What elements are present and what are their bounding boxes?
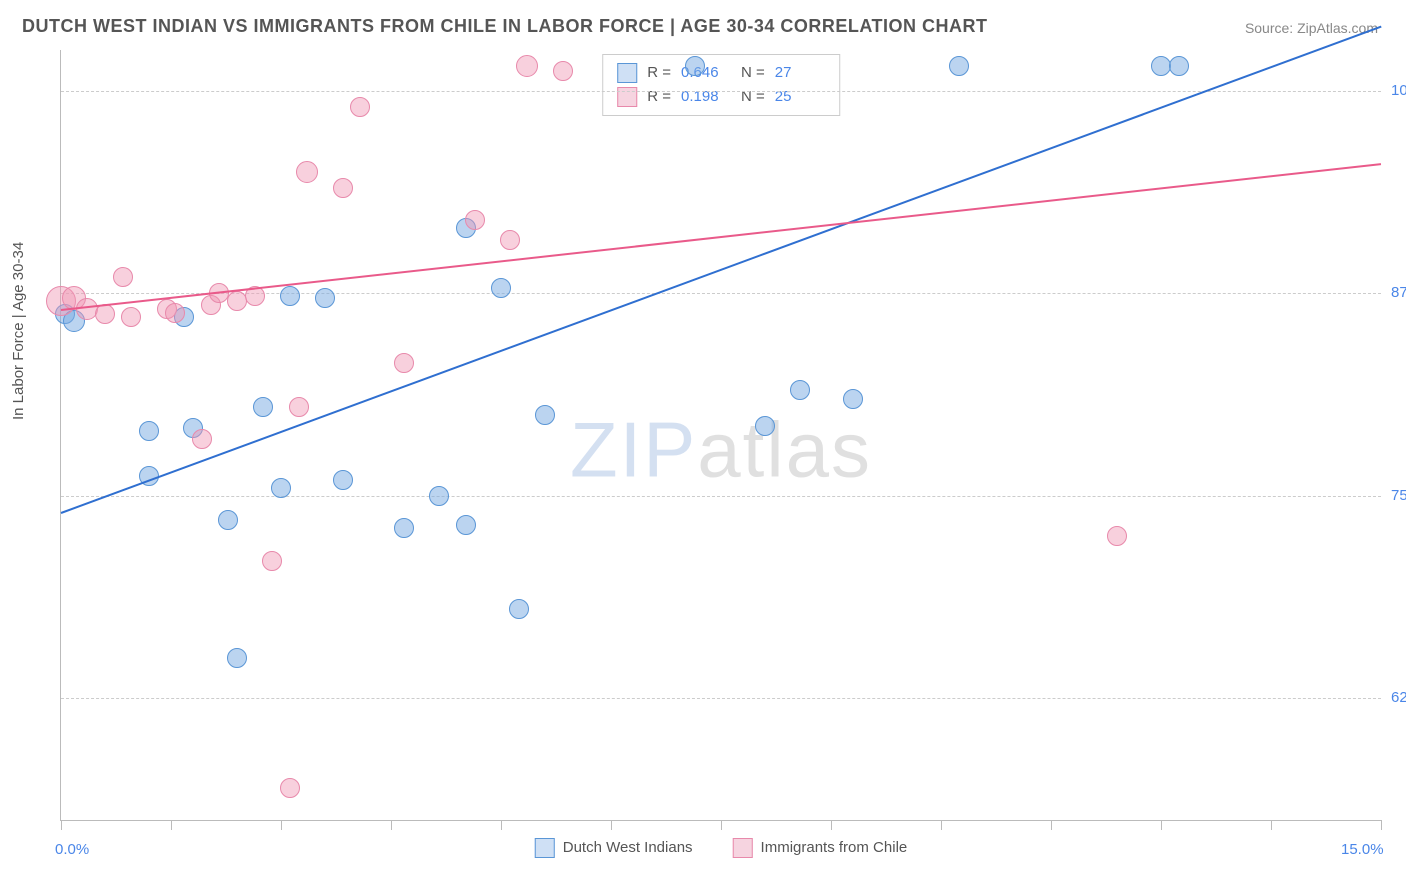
x-tick <box>611 820 612 830</box>
x-tick-label: 0.0% <box>55 841 89 858</box>
scatter-point <box>509 599 529 619</box>
scatter-point <box>949 56 969 76</box>
scatter-point <box>553 61 573 81</box>
scatter-point <box>755 416 775 436</box>
legend-swatch-icon <box>733 838 753 858</box>
x-tick <box>721 820 722 830</box>
legend-stats: R = 0.646 N = 27 R = 0.198 N = 25 <box>602 54 840 116</box>
scatter-point <box>121 307 141 327</box>
gridline <box>61 91 1381 92</box>
x-tick <box>1381 820 1382 830</box>
scatter-point <box>843 389 863 409</box>
scatter-point <box>394 518 414 538</box>
y-tick-label: 87.5% <box>1391 284 1406 301</box>
legend-series-label: Dutch West Indians <box>563 839 693 856</box>
legend-stats-row-1: R = 0.198 N = 25 <box>617 85 825 109</box>
gridline <box>61 496 1381 497</box>
scatter-point <box>1169 56 1189 76</box>
scatter-point <box>192 429 212 449</box>
scatter-point <box>315 288 335 308</box>
x-tick <box>1161 820 1162 830</box>
scatter-point <box>429 486 449 506</box>
legend-series: Dutch West Indians Immigrants from Chile <box>535 838 908 858</box>
y-tick-label: 62.5% <box>1391 689 1406 706</box>
scatter-point <box>95 304 115 324</box>
x-tick <box>941 820 942 830</box>
plot-area: ZIPatlas R = 0.646 N = 27 R = 0.198 N = … <box>60 50 1381 821</box>
scatter-point <box>165 303 185 323</box>
scatter-point <box>253 397 273 417</box>
scatter-point <box>1107 526 1127 546</box>
legend-series-label: Immigrants from Chile <box>761 839 908 856</box>
scatter-point <box>465 210 485 230</box>
scatter-point <box>296 161 318 183</box>
scatter-point <box>262 551 282 571</box>
scatter-point <box>218 510 238 530</box>
scatter-point <box>685 56 705 76</box>
watermark: ZIPatlas <box>570 405 872 496</box>
scatter-point <box>280 286 300 306</box>
chart-title: DUTCH WEST INDIAN VS IMMIGRANTS FROM CHI… <box>22 16 988 37</box>
legend-r-value: 0.198 <box>681 85 731 109</box>
scatter-point <box>227 648 247 668</box>
scatter-point <box>491 278 511 298</box>
legend-series-item-1: Immigrants from Chile <box>733 838 908 858</box>
scatter-point <box>271 478 291 498</box>
scatter-point <box>139 421 159 441</box>
x-tick-label: 15.0% <box>1341 841 1384 858</box>
x-tick <box>171 820 172 830</box>
legend-n-value: 25 <box>775 85 825 109</box>
watermark-prefix: ZIP <box>570 406 697 494</box>
legend-stats-row-0: R = 0.646 N = 27 <box>617 61 825 85</box>
legend-series-item-0: Dutch West Indians <box>535 838 693 858</box>
scatter-point <box>394 353 414 373</box>
scatter-point <box>350 97 370 117</box>
scatter-point <box>790 380 810 400</box>
legend-swatch-icon <box>617 63 637 83</box>
legend-r-label: R = <box>647 85 671 109</box>
scatter-point <box>535 405 555 425</box>
scatter-point <box>456 515 476 535</box>
scatter-point <box>289 397 309 417</box>
scatter-point <box>500 230 520 250</box>
y-axis-title: In Labor Force | Age 30-34 <box>10 242 27 420</box>
scatter-point <box>333 178 353 198</box>
legend-n-value: 27 <box>775 61 825 85</box>
scatter-point <box>333 470 353 490</box>
x-tick <box>831 820 832 830</box>
scatter-point <box>113 267 133 287</box>
legend-n-label: N = <box>741 85 765 109</box>
x-tick <box>391 820 392 830</box>
scatter-point <box>516 55 538 77</box>
legend-swatch-icon <box>535 838 555 858</box>
y-tick-label: 75.0% <box>1391 487 1406 504</box>
x-tick <box>1271 820 1272 830</box>
legend-n-label: N = <box>741 61 765 85</box>
x-tick <box>501 820 502 830</box>
x-tick <box>1051 820 1052 830</box>
y-tick-label: 100.0% <box>1391 82 1406 99</box>
scatter-point <box>280 778 300 798</box>
x-tick <box>281 820 282 830</box>
x-tick <box>61 820 62 830</box>
legend-r-label: R = <box>647 61 671 85</box>
gridline <box>61 698 1381 699</box>
watermark-suffix: atlas <box>697 406 872 494</box>
